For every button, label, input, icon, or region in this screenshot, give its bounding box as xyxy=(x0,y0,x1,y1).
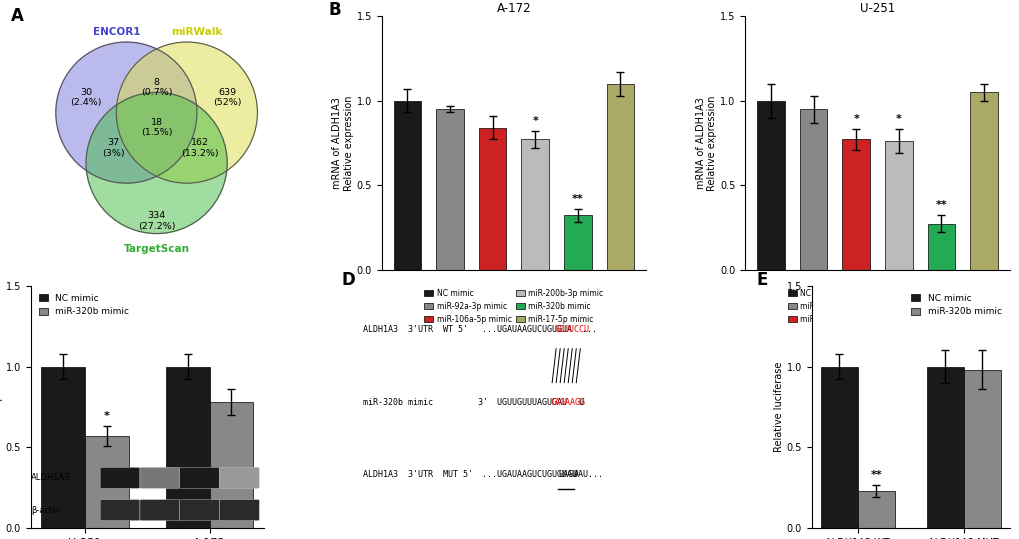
FancyBboxPatch shape xyxy=(219,467,259,488)
Bar xyxy=(209,402,253,528)
Y-axis label: Relative luciferase: Relative luciferase xyxy=(773,362,783,452)
Bar xyxy=(478,128,506,270)
Text: ...: ... xyxy=(582,325,597,334)
Text: D: D xyxy=(341,271,356,289)
FancyBboxPatch shape xyxy=(219,500,259,521)
Bar xyxy=(393,101,421,270)
Circle shape xyxy=(56,42,197,183)
Bar xyxy=(41,367,85,528)
Text: **: ** xyxy=(934,201,947,210)
Text: ...UGAUAAGUCUGUGUA: ...UGAUAAGUCUGUGUA xyxy=(481,325,572,334)
Text: GCUUCCU: GCUUCCU xyxy=(553,325,589,334)
Bar xyxy=(756,101,784,270)
Text: ENCOR1: ENCOR1 xyxy=(93,27,140,37)
Y-axis label: ALDH1A3
Relative expression: ALDH1A3 Relative expression xyxy=(0,359,3,455)
Y-axis label: mRNA of ALDH1A3
Relative expression: mRNA of ALDH1A3 Relative expression xyxy=(332,95,354,191)
Text: ALDH1A3  3'UTR  WT 5': ALDH1A3 3'UTR WT 5' xyxy=(363,325,468,334)
Title: A-172: A-172 xyxy=(496,2,531,15)
FancyBboxPatch shape xyxy=(140,467,179,488)
Text: UGUUGUUUAGUGAU: UGUUGUUUAGUGAU xyxy=(481,398,567,406)
Text: 18
(1.5%): 18 (1.5%) xyxy=(141,118,172,137)
Text: UAGU: UAGU xyxy=(557,471,578,479)
Bar xyxy=(842,140,869,270)
Text: 30
(2.4%): 30 (2.4%) xyxy=(70,88,102,107)
Bar xyxy=(85,436,128,528)
Legend: NC mimic, miR-92a-3p mimic, miR-106a-5p mimic, miR-200b-3p mimic, miR-320b mimic: NC mimic, miR-92a-3p mimic, miR-106a-5p … xyxy=(421,286,606,327)
FancyBboxPatch shape xyxy=(140,500,179,521)
Text: ALDH1A3  3'UTR  MUT 5': ALDH1A3 3'UTR MUT 5' xyxy=(363,471,473,479)
Bar xyxy=(819,367,857,528)
Circle shape xyxy=(86,92,227,233)
Text: **: ** xyxy=(572,194,583,204)
Legend: NC mimic, miR-320b mimic: NC mimic, miR-320b mimic xyxy=(907,290,1005,320)
Title: U-251: U-251 xyxy=(859,2,895,15)
Text: *: * xyxy=(104,411,109,421)
Bar xyxy=(969,92,997,270)
Bar xyxy=(926,224,954,270)
Bar xyxy=(884,141,912,270)
Legend: NC mimic, miR-92a-3p mimic, miR-106a-5p mimic, miR-200b-3p mimic, miR-320b mimic: NC mimic, miR-92a-3p mimic, miR-106a-5p … xyxy=(784,286,969,327)
Text: CAGAAGG: CAGAAGG xyxy=(549,398,585,406)
Bar xyxy=(963,370,1000,528)
Bar xyxy=(166,367,209,528)
FancyBboxPatch shape xyxy=(100,467,140,488)
Bar xyxy=(857,491,894,528)
Bar xyxy=(799,109,826,270)
Circle shape xyxy=(116,42,257,183)
Text: miRWalk: miRWalk xyxy=(171,27,222,37)
FancyBboxPatch shape xyxy=(179,500,219,521)
Text: AAU...: AAU... xyxy=(574,471,603,479)
Text: E: E xyxy=(755,271,766,289)
Text: 334
(27.2%): 334 (27.2%) xyxy=(138,211,175,231)
FancyBboxPatch shape xyxy=(100,500,140,521)
Text: A: A xyxy=(10,7,23,25)
Text: 8
(0.7%): 8 (0.7%) xyxy=(141,78,172,97)
Text: 639
(52%): 639 (52%) xyxy=(213,88,242,107)
Text: β-actin: β-actin xyxy=(32,506,60,515)
Text: miR-320b mimic         3': miR-320b mimic 3' xyxy=(363,398,487,406)
Text: *: * xyxy=(532,116,538,126)
Text: TargetScan: TargetScan xyxy=(123,244,190,254)
Text: 162
(13.2%): 162 (13.2%) xyxy=(180,138,218,157)
Text: ALDH1A3: ALDH1A3 xyxy=(32,473,70,482)
Bar xyxy=(436,109,464,270)
FancyBboxPatch shape xyxy=(179,467,219,488)
Text: 37
(3%): 37 (3%) xyxy=(102,138,125,157)
Text: **: ** xyxy=(869,469,881,480)
Text: U: U xyxy=(578,398,583,406)
Y-axis label: mRNA of ALDH1A3
Relative expression: mRNA of ALDH1A3 Relative expression xyxy=(695,95,716,191)
Bar xyxy=(925,367,963,528)
Bar xyxy=(606,84,634,270)
Legend: NC mimic, miR-320b mimic: NC mimic, miR-320b mimic xyxy=(35,290,132,320)
Text: *: * xyxy=(853,114,858,125)
Bar xyxy=(564,216,591,270)
Text: B: B xyxy=(328,1,341,19)
Text: *: * xyxy=(895,114,901,125)
Text: ...UGAUAAGUCUGUGUAU: ...UGAUAAGUCUGUGUAU xyxy=(481,471,576,479)
Bar xyxy=(521,140,548,270)
